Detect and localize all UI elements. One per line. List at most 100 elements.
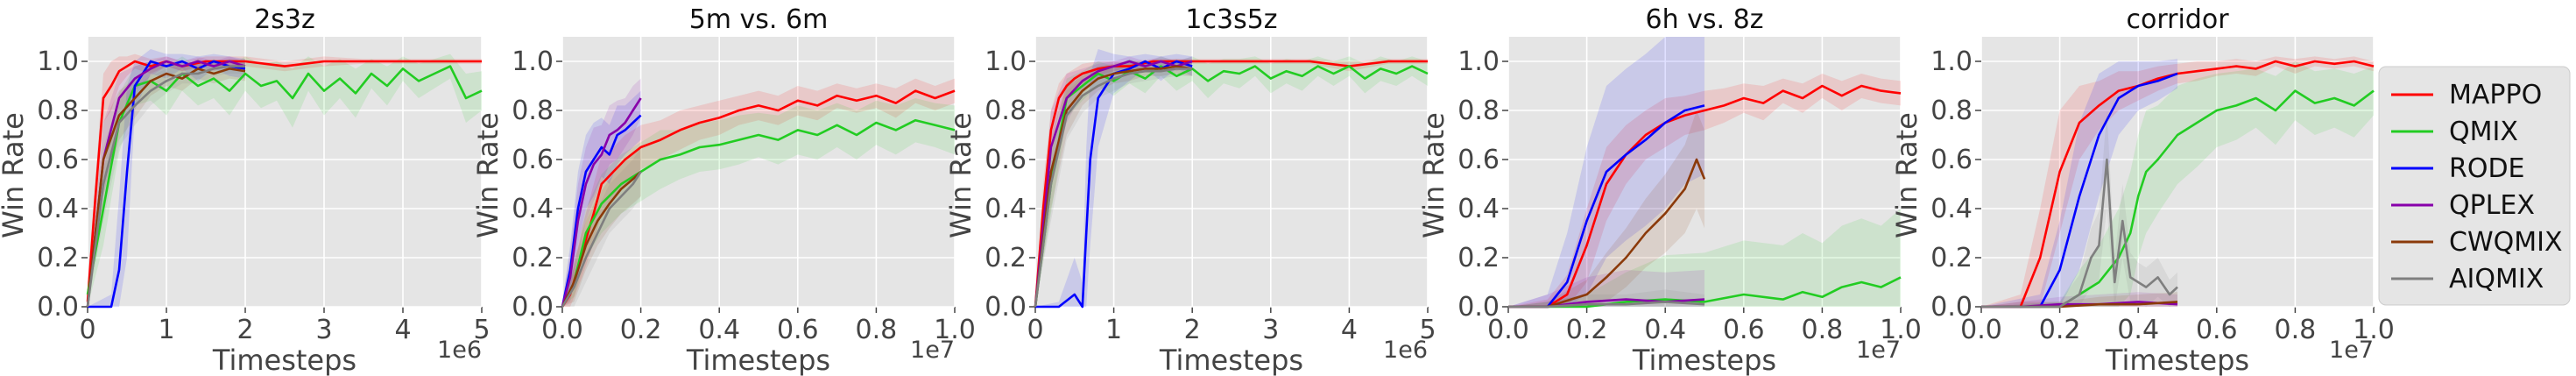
x-tick-label: 1: [158, 315, 174, 345]
series-line-cwqmix: [561, 171, 642, 308]
series-line-rode: [1508, 104, 1705, 309]
x-tick-label: 1.0: [2353, 315, 2395, 345]
x-axis-label: Timesteps: [1159, 344, 1303, 376]
y-tick-label: 0.0: [1457, 292, 1500, 323]
series-line-cwqmix: [86, 67, 246, 308]
confidence-band-qplex: [562, 78, 641, 307]
y-axis-label: Win Rate: [944, 112, 977, 238]
x-tick-label: 0: [79, 315, 95, 345]
x-tick-label: 0.6: [777, 315, 819, 345]
y-tick-label: 0.6: [37, 145, 79, 175]
legend-label-cwqmix: CWQMIX: [2449, 227, 2563, 258]
series-line-qmix: [1034, 65, 1429, 308]
x-tick-label: 0.0: [541, 315, 583, 345]
y-tick-label: 0.2: [1457, 243, 1500, 273]
x-tick-label: 0.2: [1566, 315, 1608, 345]
series-line-aiqmix: [1981, 158, 2178, 309]
confidence-band-cwqmix: [88, 59, 245, 307]
confidence-band-qmix: [1035, 56, 1428, 308]
x-tick-label: 0.8: [2275, 315, 2317, 345]
chart-panel-2: 0.0 0.2 0.4 0.6 0.8 1.0 0.0 0.2 0.4 0.6 0.8 1.0 5m v…: [471, 4, 976, 376]
series-line-qplex: [561, 97, 642, 308]
x-tick-label: 0.4: [698, 315, 740, 345]
series-line-mappo: [1034, 60, 1428, 308]
y-axis-label: Win Rate: [1417, 112, 1450, 238]
plot-background: [1035, 37, 1428, 307]
y-tick-label: 0.0: [1930, 292, 1973, 323]
y-tick-label: 0.8: [1930, 96, 1973, 126]
y-tick-label: 0.0: [512, 292, 554, 323]
x-tick-label: 3: [1262, 315, 1279, 345]
y-tick-label: 1.0: [985, 46, 1027, 77]
x-tick-label: 4: [394, 315, 411, 345]
x-tick-label: 0.2: [2039, 315, 2081, 345]
x-tick-label: 0.0: [1960, 315, 2002, 345]
y-tick-label: 1.0: [512, 46, 554, 77]
x-tick-label: 4: [1341, 315, 1358, 345]
y-tick-label: 0.2: [985, 243, 1027, 273]
x-tick-label: 1.0: [934, 315, 976, 345]
confidence-band-mappo: [1508, 74, 1901, 307]
series-line-aiqmix: [561, 171, 642, 308]
x-tick-label: 5: [1419, 315, 1436, 345]
confidence-band-qmix: [1508, 209, 1901, 307]
x-axis-multiplier: 1e6: [1383, 337, 1428, 364]
series-line-rode: [561, 114, 642, 308]
x-tick-label: 0: [1027, 315, 1043, 345]
y-tick-label: 0.6: [512, 145, 554, 175]
confidence-band-qmix: [88, 53, 482, 307]
confidence-band-cwqmix: [1508, 110, 1704, 307]
y-axis-label: Win Rate: [471, 112, 505, 238]
x-axis-label: Timesteps: [2105, 344, 2249, 376]
y-tick-label: 0.4: [37, 194, 79, 224]
x-tick-label: 0.0: [1487, 315, 1529, 345]
y-tick-label: 0.0: [37, 292, 79, 323]
x-tick-label: 5: [473, 315, 490, 345]
y-tick-label: 1.0: [1457, 46, 1500, 77]
y-tick-label: 0.8: [512, 96, 554, 126]
x-axis-multiplier: 1e7: [910, 337, 955, 364]
x-axis-multiplier: 1e7: [1856, 337, 1901, 364]
chart-panel-3: 0 1 2 3 4 5 0.0 0.2 0.4 0.6 0.8 1.0 1c3s5z Timesteps W…: [944, 4, 1436, 376]
confidence-band-rode: [562, 90, 641, 307]
series-line-qmix: [561, 118, 956, 308]
series-line-qmix: [1981, 89, 2375, 309]
confidence-band-qmix: [562, 98, 955, 307]
y-tick-label: 0.4: [985, 194, 1027, 224]
chart-panel-1: 0 1 2 3 4 5 0.0 0.2 0.4 0.6 0.8 1.0 2s3z Timesteps Win…: [0, 4, 490, 376]
legend-label-qplex: QPLEX: [2449, 190, 2535, 221]
chart-title: 2s3z: [254, 4, 315, 35]
chart-title: 1c3s5z: [1185, 4, 1277, 35]
series-line-qmix: [86, 65, 483, 295]
y-tick-label: 0.8: [1457, 96, 1500, 126]
chart-panel-5: 0.0 0.2 0.4 0.6 0.8 1.0 0.0 0.2 0.4 0.6 0.8 1.0 corr…: [1890, 4, 2395, 376]
series-line-qmix: [1508, 276, 1902, 309]
series-line-rode: [1981, 72, 2178, 309]
confidence-band-mappo: [562, 78, 955, 307]
y-tick-label: 0.8: [37, 96, 79, 126]
x-axis-multiplier: 1e6: [437, 337, 482, 364]
y-tick-label: 0.4: [1457, 194, 1500, 224]
y-tick-label: 0.2: [1930, 243, 1973, 273]
x-tick-label: 0.4: [1644, 315, 1686, 345]
series-line-cwqmix: [1508, 158, 1706, 309]
legend-label-aiqmix: AIQMIX: [2449, 264, 2544, 294]
confidence-band-qmix: [1981, 61, 2374, 307]
x-tick-label: 1: [1105, 315, 1122, 345]
y-tick-label: 0.0: [985, 292, 1027, 323]
x-tick-label: 0.8: [856, 315, 898, 345]
series-line-cwqmix: [1034, 65, 1193, 308]
x-tick-label: 0.6: [2196, 315, 2238, 345]
x-tick-label: 3: [315, 315, 332, 345]
x-tick-label: 2: [1184, 315, 1201, 345]
series-line-mappo: [561, 89, 956, 308]
series-line-mappo: [1981, 60, 2375, 309]
x-tick-label: 0.8: [1802, 315, 1844, 345]
chart-title: 6h vs. 8z: [1646, 4, 1764, 35]
y-tick-label: 0.6: [1930, 145, 1973, 175]
series-line-qplex: [1034, 60, 1193, 308]
legend-label-qmix: QMIX: [2449, 117, 2518, 147]
x-tick-label: 0.4: [2117, 315, 2159, 345]
confidence-band-aiqmix: [88, 59, 245, 307]
